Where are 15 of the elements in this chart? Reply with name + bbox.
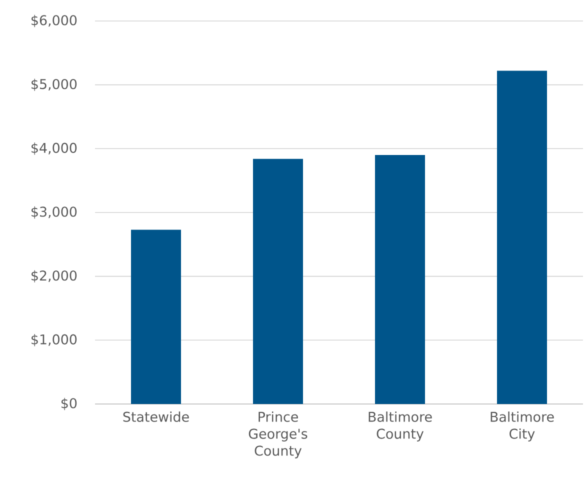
y-tick-label: $0 — [61, 398, 77, 410]
bar — [497, 70, 548, 404]
y-tick-label: $4,000 — [32, 142, 77, 155]
y-tick-label: $2,000 — [32, 270, 77, 282]
x-tick-label: Statewide — [123, 412, 189, 422]
y-tick-label: $6,000 — [32, 14, 77, 28]
x-tick-label: Baltimore County — [368, 412, 432, 442]
bar — [253, 158, 304, 404]
x-tick-label: Prince George's County — [248, 412, 308, 458]
x-tick-label: Baltimore City — [490, 412, 554, 442]
bar — [131, 230, 182, 404]
y-tick-label: $5,000 — [32, 78, 77, 91]
y-tick-label: $3,000 — [32, 206, 77, 219]
y-tick-label: $1,000 — [32, 334, 77, 346]
bar — [375, 155, 426, 404]
